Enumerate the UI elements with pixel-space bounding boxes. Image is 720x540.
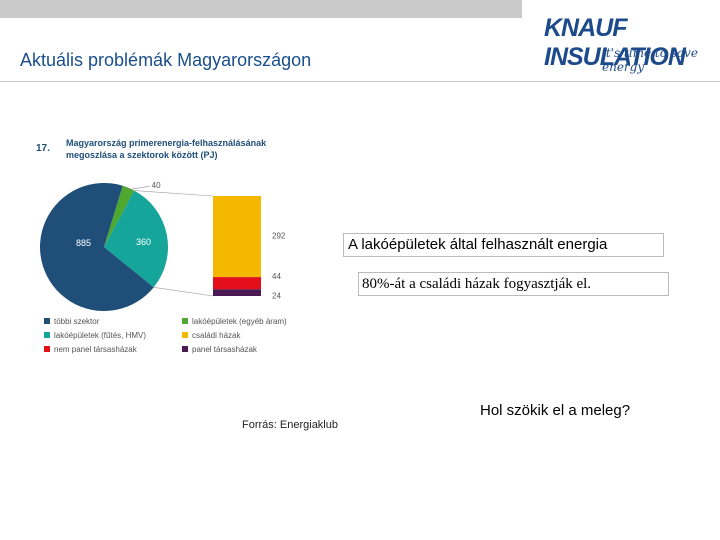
chart-title-line2: megoszlása a szektorok között (PJ)	[66, 150, 218, 160]
bar-segment-nem-panel-tarsashazak	[213, 277, 261, 290]
legend-swatch-panel-tarsashazak	[182, 346, 188, 352]
energy-pie-chart: 17. Magyarország primerenergia-felhaszná…	[36, 138, 287, 354]
legend-label-lakoepuletek-futes-hmv: lakóépületek (fűtés, HMV)	[54, 331, 146, 340]
logo-wordmark: KNAUF INSULATION	[544, 14, 686, 71]
pie-slice-lakoepuletek-futes-hmv	[104, 190, 168, 288]
chart-title-line1: Magyarország primerenergia-felhasználásá…	[66, 138, 267, 148]
knauf-insulation-logo: KNAUF INSULATION it's time to save energ…	[538, 8, 710, 74]
question-text: Hol szökik el a meleg?	[480, 402, 631, 419]
legend-label-lakoepuletek-egyeb-aram: lakóépületek (egyéb áram)	[192, 317, 287, 326]
source-note: Forrás: Energiaklub	[242, 419, 338, 431]
chart-number: 17.	[36, 143, 50, 154]
connector-line-top	[134, 190, 214, 197]
logo-tagline: it's time to save energy	[602, 46, 698, 74]
legend-swatch-nem-panel-tarsashazak	[44, 346, 50, 352]
legend-label-tobbi-szektor: többi szektor	[54, 317, 100, 326]
connector-line-bottom	[153, 287, 214, 297]
legend-label-panel-tarsashazak: panel társasházak	[192, 345, 258, 354]
page-title: Aktuális problémák Magyarországon	[20, 50, 312, 70]
callout-residential-energy: A lakóépületek által felhasznált energia	[343, 233, 664, 257]
pie-leader-line	[127, 185, 150, 191]
bar-label-nem-panel-tarsashazak: 44	[272, 272, 281, 281]
legend-swatch-csaladi-hazak	[182, 332, 188, 338]
pie-label-lakoepuletek-futes: 360	[136, 237, 151, 247]
pie-slice-tobbi-szektor	[39, 183, 154, 311]
legend-swatch-lakoepuletek-futes-hmv	[44, 332, 50, 338]
pie-label-tobbi-szektor: 885	[76, 238, 91, 248]
top-bar	[0, 0, 522, 18]
legend-label-csaladi-hazak: családi házak	[192, 331, 241, 340]
pie-slice-lakoepuletek-egyeb-aram	[104, 185, 135, 247]
bar-segment-panel-tarsashazak	[213, 289, 261, 296]
bar-segment-csaladi-hazak	[213, 196, 261, 278]
legend-swatch-lakoepuletek-egyeb-aram	[182, 318, 188, 324]
callout-family-houses-share: 80%-át a családi házak fogyasztják el.	[358, 272, 669, 296]
legend-swatch-tobbi-szektor	[44, 318, 50, 324]
title-divider	[0, 81, 720, 82]
bar-label-panel-tarsashazak: 24	[272, 292, 281, 301]
bar-label-csaladi-hazak: 292	[272, 232, 286, 241]
legend-label-nem-panel-tarsashazak: nem panel társasházak	[54, 345, 138, 354]
pie-label-lakoepuletek-egyeb: 40	[152, 181, 161, 190]
